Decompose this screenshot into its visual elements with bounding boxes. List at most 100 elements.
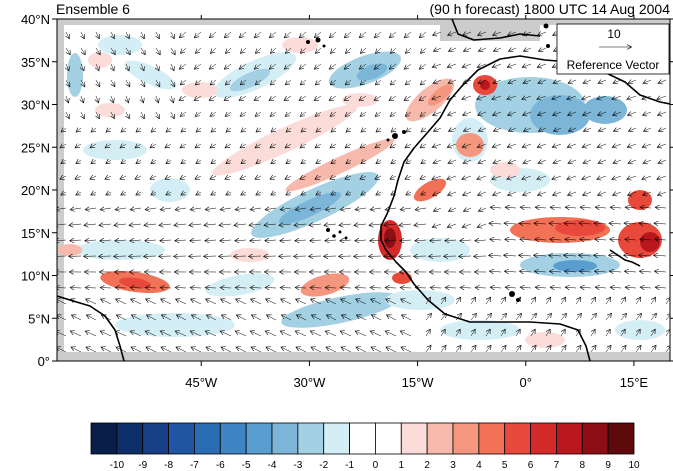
wind-vector — [538, 80, 547, 83]
wind-vector — [385, 240, 397, 241]
wind-vector — [406, 79, 412, 85]
wind-vector — [561, 330, 565, 337]
colorbar-box — [607, 422, 635, 455]
wind-vector — [181, 47, 187, 53]
wind-vector — [568, 112, 577, 115]
wind-vector — [575, 298, 580, 305]
wind-vector — [376, 128, 382, 132]
wind-vector — [611, 207, 622, 208]
wind-vector — [165, 176, 172, 179]
wind-vector — [195, 31, 202, 37]
wind-vector — [612, 176, 622, 179]
wind-vector — [270, 176, 277, 179]
pos-anomaly — [58, 244, 82, 256]
wind-vector — [521, 207, 532, 208]
wind-vector — [251, 347, 262, 353]
wind-vector — [116, 299, 127, 305]
wind-vector — [205, 240, 217, 241]
wind-vector — [400, 240, 412, 241]
colorbar-label: -8 — [164, 460, 173, 471]
wind-vector — [375, 95, 382, 100]
wind-vector — [479, 208, 487, 211]
wind-vector — [196, 192, 202, 195]
colorbar-label: 10 — [628, 460, 640, 471]
wind-vector — [176, 347, 187, 353]
wind-vector — [538, 160, 547, 163]
wind-vector — [597, 176, 607, 179]
wind-vector — [582, 176, 592, 179]
wind-vector — [180, 144, 187, 148]
wind-vector — [330, 31, 337, 37]
wind-vector — [341, 299, 352, 305]
wind-vector — [455, 298, 460, 305]
wind-vector — [595, 239, 607, 240]
wind-vector — [613, 160, 622, 163]
wind-vector — [549, 223, 562, 224]
colorbar-label: 4 — [476, 460, 482, 471]
wind-vector — [522, 176, 532, 179]
wind-vector — [643, 144, 652, 147]
wind-vector — [440, 314, 446, 321]
wind-vector — [331, 47, 337, 53]
wind-vector — [479, 48, 487, 51]
wind-vector — [420, 144, 427, 148]
wind-vector — [156, 95, 158, 102]
wind-vector — [490, 239, 502, 240]
wind-vector — [505, 239, 517, 240]
wind-vector — [226, 128, 232, 132]
wind-vector — [66, 95, 68, 102]
wind-vector — [96, 111, 99, 118]
colorbar-labels: -10 -9 -8 -7 -6 -5 -4 -3 -2 -1 0 1 2 3 4 5 6 7 8 9 10 — [110, 460, 640, 471]
wind-vector — [599, 128, 607, 131]
wind-vector — [190, 240, 202, 241]
wind-vector — [406, 112, 412, 116]
wind-vector — [206, 208, 217, 210]
south-america-coastline — [57, 295, 125, 361]
wind-vector — [448, 32, 457, 35]
wind-vector — [126, 111, 129, 118]
wind-vector — [96, 31, 99, 38]
wind-vector — [515, 298, 520, 305]
wind-vector — [420, 95, 427, 100]
colorbar-box — [504, 422, 531, 455]
wind-vector — [580, 271, 592, 272]
wind-vector — [61, 160, 67, 163]
wind-vector — [316, 79, 322, 85]
wind-vector — [657, 176, 667, 179]
wind-vector — [406, 160, 412, 163]
wind-vector — [266, 299, 277, 305]
wind-vector — [90, 176, 97, 179]
wind-vector — [171, 47, 175, 54]
wind-vector — [295, 240, 307, 241]
wind-vector — [86, 331, 97, 337]
missing-data-left — [57, 19, 64, 361]
colorbar-label: 0 — [373, 460, 379, 471]
wind-vector — [405, 176, 412, 179]
wind-vector — [434, 128, 442, 131]
colorbar-label: -5 — [242, 460, 251, 471]
wind-vector — [341, 347, 352, 353]
wind-vector — [624, 255, 637, 256]
wind-vector — [500, 314, 506, 321]
wind-vector — [537, 96, 547, 99]
wind-vector — [361, 79, 367, 85]
wind-vector — [478, 112, 487, 115]
wind-vector — [249, 224, 262, 225]
wind-vector — [177, 315, 187, 321]
neg-anomaly — [281, 292, 399, 328]
wind-vector — [111, 79, 115, 86]
wind-vector — [478, 32, 487, 35]
wind-vector — [448, 160, 457, 163]
wind-vector — [643, 192, 652, 195]
wind-vector — [111, 63, 114, 70]
wind-vector — [151, 160, 157, 163]
wind-vector — [594, 255, 607, 256]
wind-vector — [345, 95, 352, 100]
wind-vector — [75, 144, 82, 148]
wind-vector — [538, 112, 547, 115]
lon-tick-label: 15°E — [620, 375, 649, 390]
wind-vector — [401, 208, 412, 210]
wind-vector — [440, 346, 446, 353]
wind-vector — [66, 47, 70, 54]
wind-vector — [420, 63, 427, 69]
